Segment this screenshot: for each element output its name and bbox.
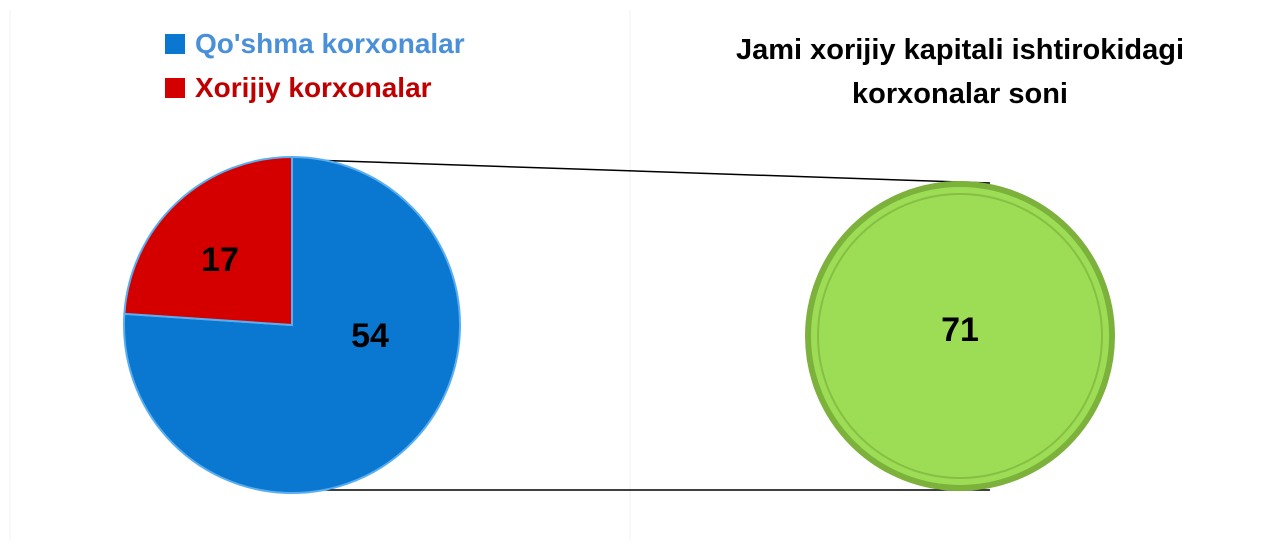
- legend-item: Qo'shma korxonalar: [165, 28, 465, 60]
- inner-ring: [817, 193, 1103, 479]
- chart-title: Jami xorijiy kapitali ishtirokidagi korx…: [735, 34, 1185, 110]
- legend-item: Xorijiy korxonalar: [165, 72, 432, 104]
- legend-label: Qo'shma korxonalar: [195, 28, 465, 59]
- pie-slice: [123, 155, 293, 327]
- pie-slice: [805, 181, 1115, 491]
- legend-swatch: [165, 78, 185, 98]
- pie-slice: [123, 155, 461, 494]
- data-label: 71: [941, 311, 979, 349]
- data-label: 17: [201, 241, 239, 279]
- legend-swatch: [165, 34, 185, 54]
- legend-label: Xorijiy korxonalar: [195, 72, 432, 103]
- data-label: 54: [351, 317, 389, 355]
- connector-line: [309, 159, 991, 184]
